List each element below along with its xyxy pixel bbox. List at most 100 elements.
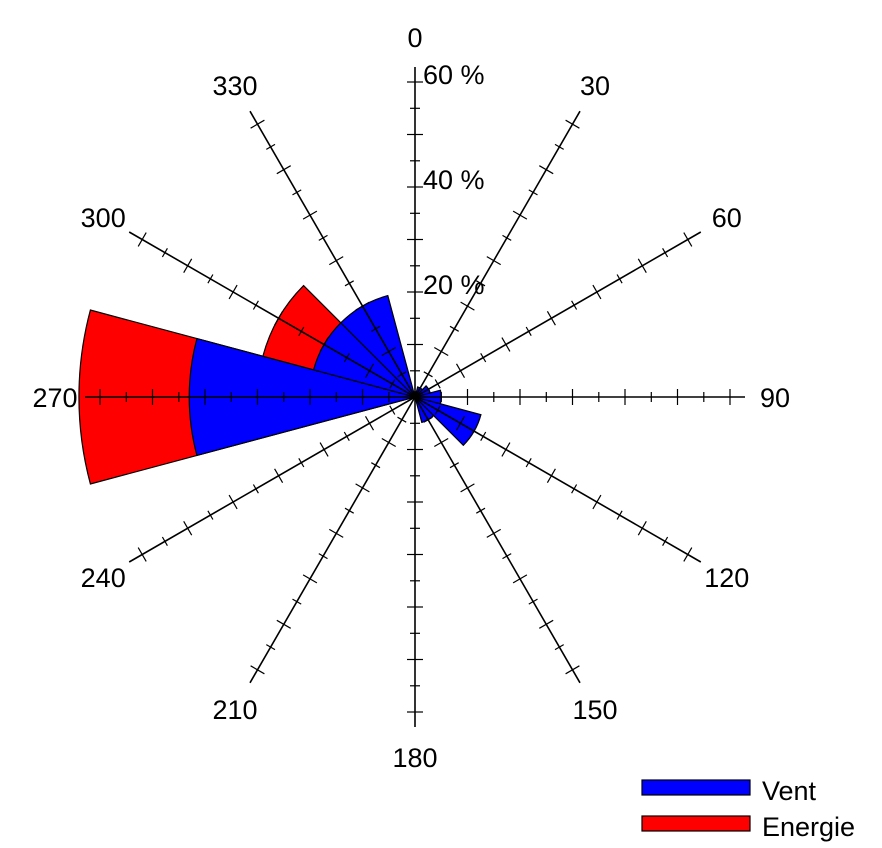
- tick-210-12: [250, 665, 265, 675]
- tick-60-7: [571, 300, 578, 310]
- spoke-120: [414, 396, 702, 563]
- tick-120-6: [546, 468, 556, 483]
- labels-layer: 0 30 60 90 120 150 180 210 240 270 300 330 20 % 40 % 6…: [32, 23, 790, 773]
- tick-330-12: [250, 119, 265, 129]
- tick-300-8: [228, 284, 238, 300]
- tick-60-10: [637, 258, 647, 273]
- tick-330-1: [397, 371, 407, 378]
- tick-60-4: [501, 337, 511, 352]
- tick-120-3: [480, 431, 487, 441]
- tick-210-5: [344, 507, 354, 514]
- direction-label-150: 150: [572, 695, 617, 725]
- tick-150-9: [528, 598, 538, 605]
- tick-150-7: [502, 553, 512, 560]
- tick-30-9: [528, 189, 538, 196]
- tick-210-7: [318, 553, 328, 560]
- tick-210-3: [371, 462, 381, 469]
- tick-210-1: [397, 416, 407, 423]
- spoke-150: [414, 396, 581, 684]
- direction-label-60: 60: [712, 203, 742, 233]
- tick-60-9: [616, 274, 623, 284]
- tick-240-2: [364, 416, 375, 431]
- tick-150-12: [565, 665, 580, 675]
- tick-300-2: [364, 363, 375, 378]
- tick-120-2: [455, 416, 466, 431]
- tick-330-5: [344, 280, 354, 287]
- spoke-60: [414, 231, 702, 398]
- direction-label-330: 330: [212, 71, 257, 101]
- tick-60-8: [592, 284, 602, 300]
- tick-210-11: [266, 644, 276, 651]
- tick-30-6: [486, 256, 501, 266]
- tick-300-3: [343, 353, 350, 363]
- tick-330-2: [381, 346, 396, 357]
- tick-30-8: [512, 210, 528, 220]
- tick-120-12: [683, 547, 693, 562]
- tick-300-4: [319, 337, 329, 352]
- tick-150-6: [486, 528, 501, 538]
- tick-210-2: [381, 437, 396, 448]
- axes-layer: [85, 67, 745, 727]
- tick-30-11: [554, 143, 564, 150]
- tick-300-7: [252, 300, 259, 310]
- tick-240-11: [161, 536, 168, 546]
- direction-label-0: 0: [407, 23, 422, 53]
- legend-swatch-vent: [641, 779, 751, 796]
- tick-240-5: [298, 458, 305, 468]
- direction-label-240: 240: [81, 563, 126, 593]
- tick-300-1: [389, 379, 396, 389]
- tick-240-1: [389, 405, 396, 415]
- tick-300-12: [137, 232, 147, 247]
- tick-30-3: [449, 325, 459, 332]
- spoke-240: [128, 396, 416, 563]
- tick-30-7: [502, 234, 512, 241]
- spoke-300: [128, 231, 416, 398]
- legend-label-vent: Vent: [762, 776, 817, 806]
- tick-300-11: [161, 248, 168, 258]
- tick-30-5: [476, 280, 486, 287]
- tick-120-10: [637, 521, 647, 536]
- tick-150-10: [539, 619, 554, 629]
- tick-240-9: [207, 510, 214, 520]
- tick-60-11: [662, 248, 669, 258]
- spoke-30: [414, 110, 581, 398]
- tick-330-6: [329, 256, 344, 266]
- tick-330-7: [318, 234, 328, 241]
- tick-330-10: [276, 165, 291, 175]
- tick-60-1: [434, 379, 441, 389]
- tick-60-12: [683, 232, 693, 247]
- tick-210-10: [276, 619, 291, 629]
- tick-150-5: [476, 507, 486, 514]
- direction-label-300: 300: [81, 203, 126, 233]
- tick-30-10: [539, 165, 554, 175]
- tick-120-8: [592, 494, 602, 510]
- tick-60-3: [480, 353, 487, 363]
- tick-30-12: [565, 119, 580, 129]
- tick-150-1: [423, 416, 433, 423]
- tick-210-6: [329, 528, 344, 538]
- legend: Vent Energie: [641, 776, 855, 842]
- tick-300-10: [183, 258, 193, 273]
- tick-210-9: [292, 598, 302, 605]
- direction-label-120: 120: [704, 563, 749, 593]
- tick-240-10: [183, 521, 193, 536]
- tick-150-8: [512, 574, 528, 584]
- tick-150-2: [434, 437, 449, 448]
- tick-300-5: [298, 326, 305, 336]
- tick-240-7: [252, 484, 259, 494]
- tick-210-8: [302, 574, 318, 584]
- tick-240-6: [274, 468, 284, 483]
- tick-330-3: [371, 325, 381, 332]
- radial-label-20: 20 %: [423, 270, 485, 300]
- tick-150-11: [554, 644, 564, 651]
- tick-30-1: [423, 371, 433, 378]
- tick-210-4: [355, 483, 370, 493]
- direction-label-210: 210: [212, 695, 257, 725]
- tick-300-6: [274, 311, 284, 326]
- tick-330-8: [302, 210, 318, 220]
- tick-60-6: [546, 311, 556, 326]
- spoke-330: [249, 110, 416, 398]
- tick-120-7: [571, 484, 578, 494]
- tick-150-3: [449, 462, 459, 469]
